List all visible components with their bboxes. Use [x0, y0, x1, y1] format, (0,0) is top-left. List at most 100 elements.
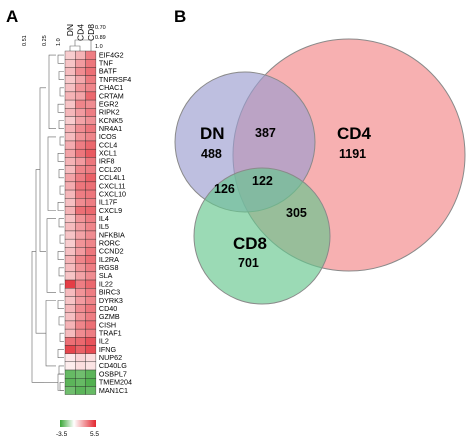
heatmap-cell [64, 328, 76, 338]
heatmap-cell [85, 304, 97, 313]
column-labels: DN CD4 CD8 [65, 24, 96, 41]
heatmap-cell [64, 83, 76, 93]
heatmap-cell [75, 99, 86, 109]
row-dendro-tick-2: 0.25 [42, 35, 48, 46]
heatmap-cell [85, 91, 97, 101]
gene-label: TNFRSF4 [99, 75, 131, 84]
heatmap-cell [64, 312, 76, 322]
heatmap-cell [64, 369, 76, 379]
heatmap-cell [75, 353, 86, 363]
heatmap-cell [85, 238, 97, 248]
row-dendrogram [31, 54, 64, 391]
gene-labels: EIF4G2TNFBATFTNFRSF4CHAC1CRTAMEGR2RIPK2K… [99, 50, 132, 394]
gene-label: DYRK3 [99, 296, 123, 305]
gene-label: KCNK5 [99, 116, 123, 125]
heatmap-cell [64, 353, 76, 363]
heatmap-cell [64, 337, 76, 346]
heatmap-cell [64, 67, 76, 76]
heatmap-cell [85, 230, 97, 240]
heatmap-cell [75, 148, 86, 158]
heatmap-cell [64, 206, 76, 215]
heatmap-cell [85, 288, 97, 297]
heatmap-cell [64, 304, 76, 313]
panel-label-a: A [6, 7, 18, 26]
heatmap-cell [85, 369, 97, 379]
venn-diagram [174, 38, 466, 305]
heatmap-cell [85, 116, 97, 125]
gene-label: IFNG [99, 345, 117, 354]
heatmap-cell [64, 288, 76, 297]
row-dendro-tick-1: 0.51 [22, 35, 28, 46]
heatmap-cell [64, 108, 76, 117]
heatmap-cell [75, 247, 86, 256]
heatmap-cell [75, 328, 86, 338]
heatmap-cell [64, 116, 76, 125]
gene-label: CRTAM [99, 91, 124, 100]
color-bar [60, 420, 96, 427]
heatmap-cell [85, 198, 97, 207]
venn-count-dn-cd8: 126 [214, 182, 235, 196]
heatmap-cell [75, 279, 86, 289]
heatmap-cell [85, 165, 97, 174]
gene-label: MAN1C1 [99, 386, 128, 395]
gene-label: CXCL10 [99, 189, 126, 198]
col-dendro-tick-3: 1.0 [95, 44, 103, 50]
gene-label: GZMB [99, 312, 120, 321]
heatmap-cell [85, 189, 97, 199]
heatmap-cell [64, 296, 76, 305]
panel-label-b: B [174, 7, 186, 26]
col-dendro-tick-2: 0.89 [95, 35, 106, 41]
heatmap-cell [85, 378, 97, 387]
heatmap-cell [64, 157, 76, 166]
color-bar-max-label: 5.5 [90, 431, 99, 438]
heatmap-cell [85, 67, 97, 76]
heatmap-cell [85, 124, 97, 133]
heatmap-cell [64, 173, 76, 183]
heatmap-cell [64, 255, 76, 264]
gene-label: TMEM204 [99, 378, 132, 387]
heatmap-cell [75, 206, 86, 215]
heatmap-cell [64, 345, 76, 354]
heatmap-cell [85, 271, 97, 281]
venn-count-all: 122 [252, 174, 273, 188]
column-label: CD8 [86, 24, 96, 41]
gene-label: BIRC3 [99, 288, 120, 297]
heatmap-cell [85, 337, 97, 346]
heatmap-cell [75, 337, 86, 346]
gene-label: IL17F [99, 198, 118, 207]
heatmap-cell [64, 198, 76, 207]
heatmap-cell [75, 75, 86, 84]
gene-label: CCL20 [99, 165, 121, 174]
heatmap-cell [75, 296, 86, 305]
heatmap-cell [64, 148, 76, 158]
heatmap-cell [75, 345, 86, 354]
gene-label: CHAC1 [99, 83, 123, 92]
gene-label: CXCL9 [99, 206, 122, 215]
heatmap-cell [85, 320, 97, 330]
venn-count-dn-only: 488 [201, 147, 222, 161]
heatmap-cell [64, 91, 76, 101]
gene-label: RIPK2 [99, 108, 120, 117]
venn-count-cd4-only: 1191 [339, 147, 366, 161]
heatmap-cell [75, 124, 86, 133]
row-dendro-tick-3: 1.0 [56, 38, 62, 46]
heatmap-cell [85, 181, 97, 191]
venn-count-cd4-cd8: 305 [286, 206, 307, 220]
heatmap-cell [64, 124, 76, 133]
heatmap-cell [75, 132, 86, 142]
heatmap-cell [75, 108, 86, 117]
heatmap-cell [75, 320, 86, 330]
gene-label: RGS8 [99, 263, 119, 272]
heatmap-cell [64, 279, 76, 289]
heatmap-cell [64, 140, 76, 150]
heatmap-cell [75, 304, 86, 313]
gene-label: SLA [99, 271, 113, 280]
heatmap-cell [85, 386, 97, 395]
gene-label: TRAF1 [99, 329, 122, 338]
venn-count-dn-cd4: 387 [255, 126, 276, 140]
heatmap-cell [75, 238, 86, 248]
heatmap-cell [64, 214, 76, 223]
heatmap-cell [85, 279, 97, 289]
gene-label: NFKBIA [99, 230, 125, 239]
